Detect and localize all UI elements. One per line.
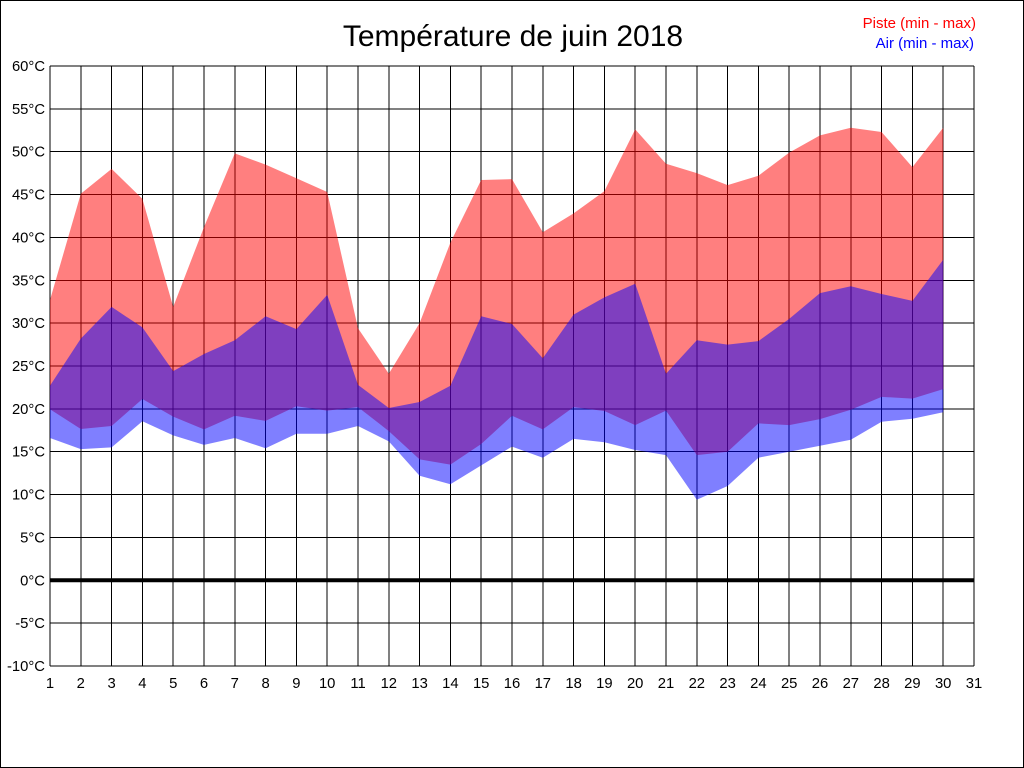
svg-text:3: 3 xyxy=(107,676,115,692)
svg-text:10°C: 10°C xyxy=(12,488,45,504)
svg-text:4: 4 xyxy=(138,676,146,692)
svg-text:0°C: 0°C xyxy=(20,573,45,589)
svg-text:21: 21 xyxy=(658,676,674,692)
svg-text:Température de juin 2018: Température de juin 2018 xyxy=(343,20,683,53)
svg-text:13: 13 xyxy=(411,676,427,692)
svg-text:31: 31 xyxy=(966,676,982,692)
svg-text:19: 19 xyxy=(596,676,612,692)
svg-text:24: 24 xyxy=(750,676,766,692)
svg-text:25°C: 25°C xyxy=(12,359,45,375)
svg-text:Piste (min - max): Piste (min - max) xyxy=(863,15,976,32)
svg-text:40°C: 40°C xyxy=(12,230,45,246)
svg-text:22: 22 xyxy=(689,676,705,692)
svg-text:55°C: 55°C xyxy=(12,102,45,118)
svg-text:29: 29 xyxy=(904,676,920,692)
svg-text:26: 26 xyxy=(812,676,828,692)
svg-text:20°C: 20°C xyxy=(12,402,45,418)
svg-text:45°C: 45°C xyxy=(12,188,45,204)
svg-text:27: 27 xyxy=(843,676,859,692)
svg-text:6: 6 xyxy=(200,676,208,692)
svg-text:30°C: 30°C xyxy=(12,316,45,332)
svg-text:10: 10 xyxy=(319,676,335,692)
svg-text:35°C: 35°C xyxy=(12,273,45,289)
svg-text:7: 7 xyxy=(231,676,239,692)
svg-text:Air (min - max): Air (min - max) xyxy=(876,35,974,52)
svg-text:8: 8 xyxy=(261,676,269,692)
svg-text:-10°C: -10°C xyxy=(7,659,45,675)
svg-text:15: 15 xyxy=(473,676,489,692)
svg-text:5: 5 xyxy=(169,676,177,692)
svg-text:12: 12 xyxy=(381,676,397,692)
svg-text:60°C: 60°C xyxy=(12,59,45,75)
svg-text:14: 14 xyxy=(442,676,458,692)
svg-text:17: 17 xyxy=(535,676,551,692)
svg-text:1: 1 xyxy=(46,676,54,692)
svg-text:20: 20 xyxy=(627,676,643,692)
svg-text:-5°C: -5°C xyxy=(15,616,45,632)
svg-text:2: 2 xyxy=(77,676,85,692)
svg-text:50°C: 50°C xyxy=(12,145,45,161)
svg-text:11: 11 xyxy=(350,676,365,692)
svg-text:23: 23 xyxy=(719,676,735,692)
svg-text:5°C: 5°C xyxy=(20,530,45,546)
svg-text:18: 18 xyxy=(565,676,581,692)
svg-text:28: 28 xyxy=(873,676,889,692)
svg-text:15°C: 15°C xyxy=(12,445,45,461)
svg-text:9: 9 xyxy=(292,676,300,692)
svg-text:30: 30 xyxy=(935,676,951,692)
svg-text:25: 25 xyxy=(781,676,797,692)
svg-text:16: 16 xyxy=(504,676,520,692)
